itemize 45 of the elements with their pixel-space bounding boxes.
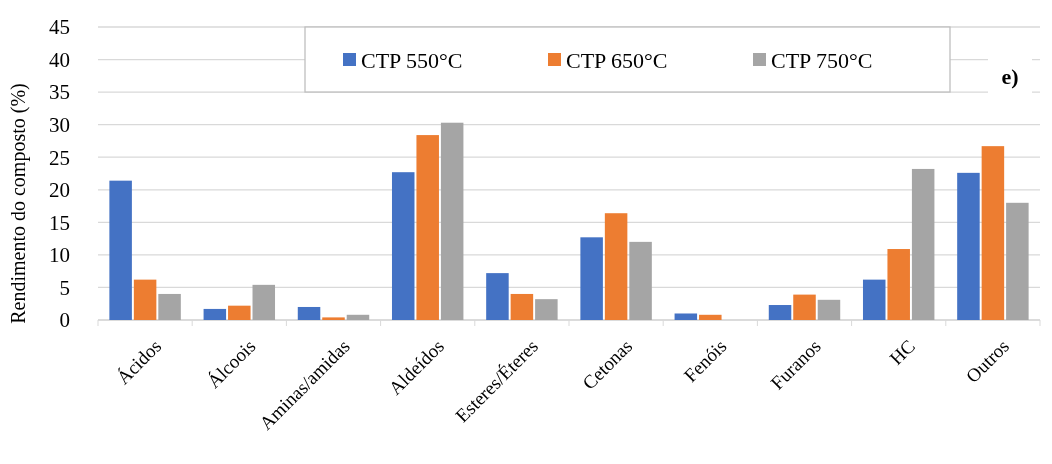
bar	[699, 314, 722, 320]
annotation: e)	[1001, 63, 1019, 89]
bar	[768, 305, 792, 320]
bar	[346, 314, 370, 320]
x-tick-label: HC	[885, 335, 919, 369]
bar	[133, 279, 157, 320]
bar	[1006, 202, 1029, 320]
bar	[510, 293, 534, 320]
y-tick-label: 45	[49, 15, 70, 40]
y-tick-label: 0	[59, 308, 70, 333]
y-tick-label: 15	[49, 210, 70, 235]
bar	[793, 294, 816, 320]
bar	[981, 146, 1005, 320]
y-tick-label: 30	[49, 113, 70, 138]
bar	[535, 299, 558, 320]
bar	[580, 237, 603, 320]
bar	[486, 273, 509, 320]
legend-label: CTP 750°C	[771, 47, 873, 73]
bar	[416, 135, 439, 320]
bar	[817, 299, 841, 320]
y-tick-label: 10	[49, 243, 70, 268]
bar	[203, 308, 227, 320]
y-tick-label: 25	[49, 145, 70, 170]
bar	[957, 172, 980, 320]
legend-label: CTP 550°C	[361, 47, 463, 73]
bar	[109, 180, 132, 320]
legend-label: CTP 650°C	[566, 47, 668, 73]
bar	[911, 168, 935, 320]
bar	[322, 317, 345, 320]
bar	[674, 313, 698, 320]
bar	[391, 172, 415, 320]
y-tick-label: 20	[49, 178, 70, 203]
bar	[629, 241, 652, 320]
y-tick-label: 5	[59, 275, 70, 300]
bar	[604, 213, 628, 320]
y-tick-label: 35	[49, 80, 70, 105]
bar	[887, 249, 910, 320]
bar	[297, 306, 321, 320]
y-axis-title: Rendimento do composto (%)	[7, 83, 30, 324]
y-tick-label: 40	[49, 47, 70, 72]
bar	[228, 305, 251, 320]
bar	[440, 122, 464, 320]
bar	[862, 279, 886, 320]
bar	[158, 293, 181, 320]
bar	[252, 284, 276, 320]
